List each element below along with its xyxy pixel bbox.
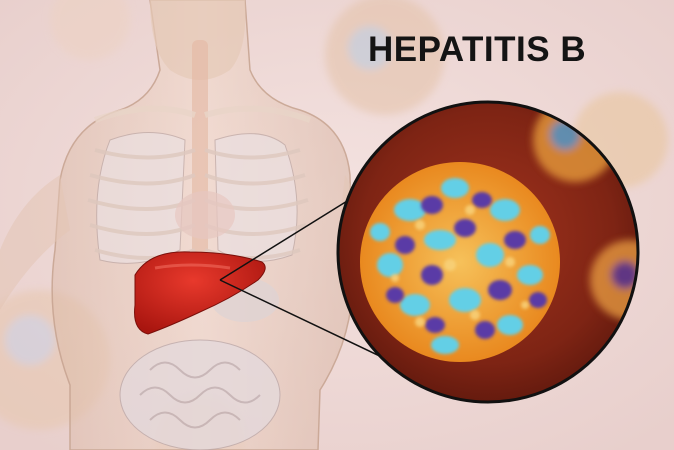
- magnifier-lens: [336, 100, 640, 404]
- virus-particle-icon: [360, 162, 560, 362]
- magnifier-callout-lines: [219, 197, 389, 361]
- page-title: HEPATITIS B: [368, 30, 587, 69]
